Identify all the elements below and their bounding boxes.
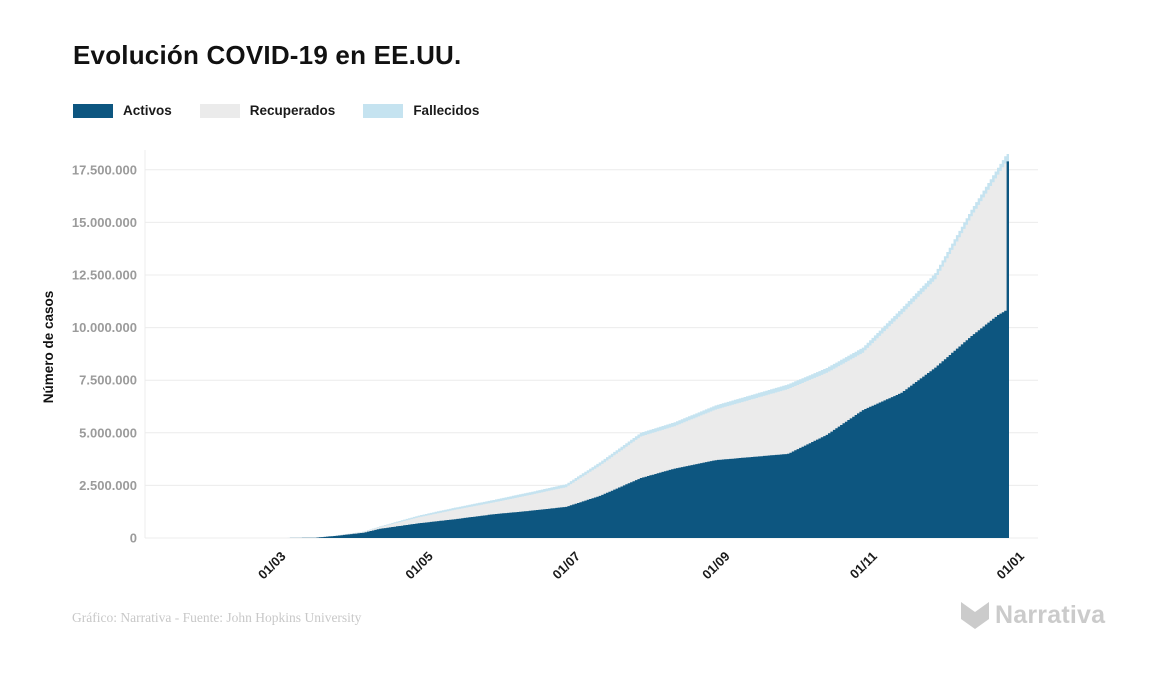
page-title: Evolución COVID-19 en EE.UU.: [73, 40, 462, 70]
legend-item-fallecidos: Fallecidos: [363, 103, 479, 118]
y-tick-label: 15.000.000: [72, 215, 137, 230]
y-tick-label: 10.000.000: [72, 320, 137, 335]
activos-swatch-icon: [73, 103, 113, 118]
area-layer: [270, 154, 1009, 538]
chart-legend: Activos Recuperados Fallecidos: [73, 103, 479, 118]
legend-item-activos: Activos: [73, 103, 172, 118]
fallecidos-swatch-icon: [363, 103, 404, 118]
recuperados-swatch-icon: [199, 103, 240, 118]
legend-label-activos: Activos: [123, 103, 172, 118]
narrativa-brand: Narrativa: [960, 601, 1105, 630]
y-tick-label: 5.000.000: [79, 425, 137, 440]
x-tick-label: 01/05: [402, 549, 436, 583]
brand-name: Narrativa: [995, 601, 1106, 629]
y-axis-title: Número de casos: [41, 291, 56, 404]
narrativa-logo-icon: [961, 602, 989, 629]
source-credit: Gráfico: Narrativa - Fuente: John Hopkin…: [72, 610, 362, 625]
y-tick-label: 0: [130, 531, 137, 546]
x-tick-label: 01/09: [699, 549, 733, 583]
y-tick-label: 7.500.000: [79, 373, 137, 388]
legend-label-recuperados: Recuperados: [249, 103, 336, 118]
x-tick-label: 01/07: [549, 549, 583, 583]
x-tick-label: 01/01: [994, 549, 1028, 583]
x-tick-label: 01/03: [255, 549, 289, 583]
legend-item-recuperados: Recuperados: [199, 103, 336, 118]
y-tick-label: 17.500.000: [72, 162, 137, 177]
legend-label-fallecidos: Fallecidos: [413, 103, 480, 118]
y-tick-label: 2.500.000: [79, 478, 137, 493]
area-activos: [270, 161, 1009, 538]
x-tick-label: 01/11: [847, 549, 880, 582]
y-tick-label: 12.500.000: [72, 268, 137, 283]
